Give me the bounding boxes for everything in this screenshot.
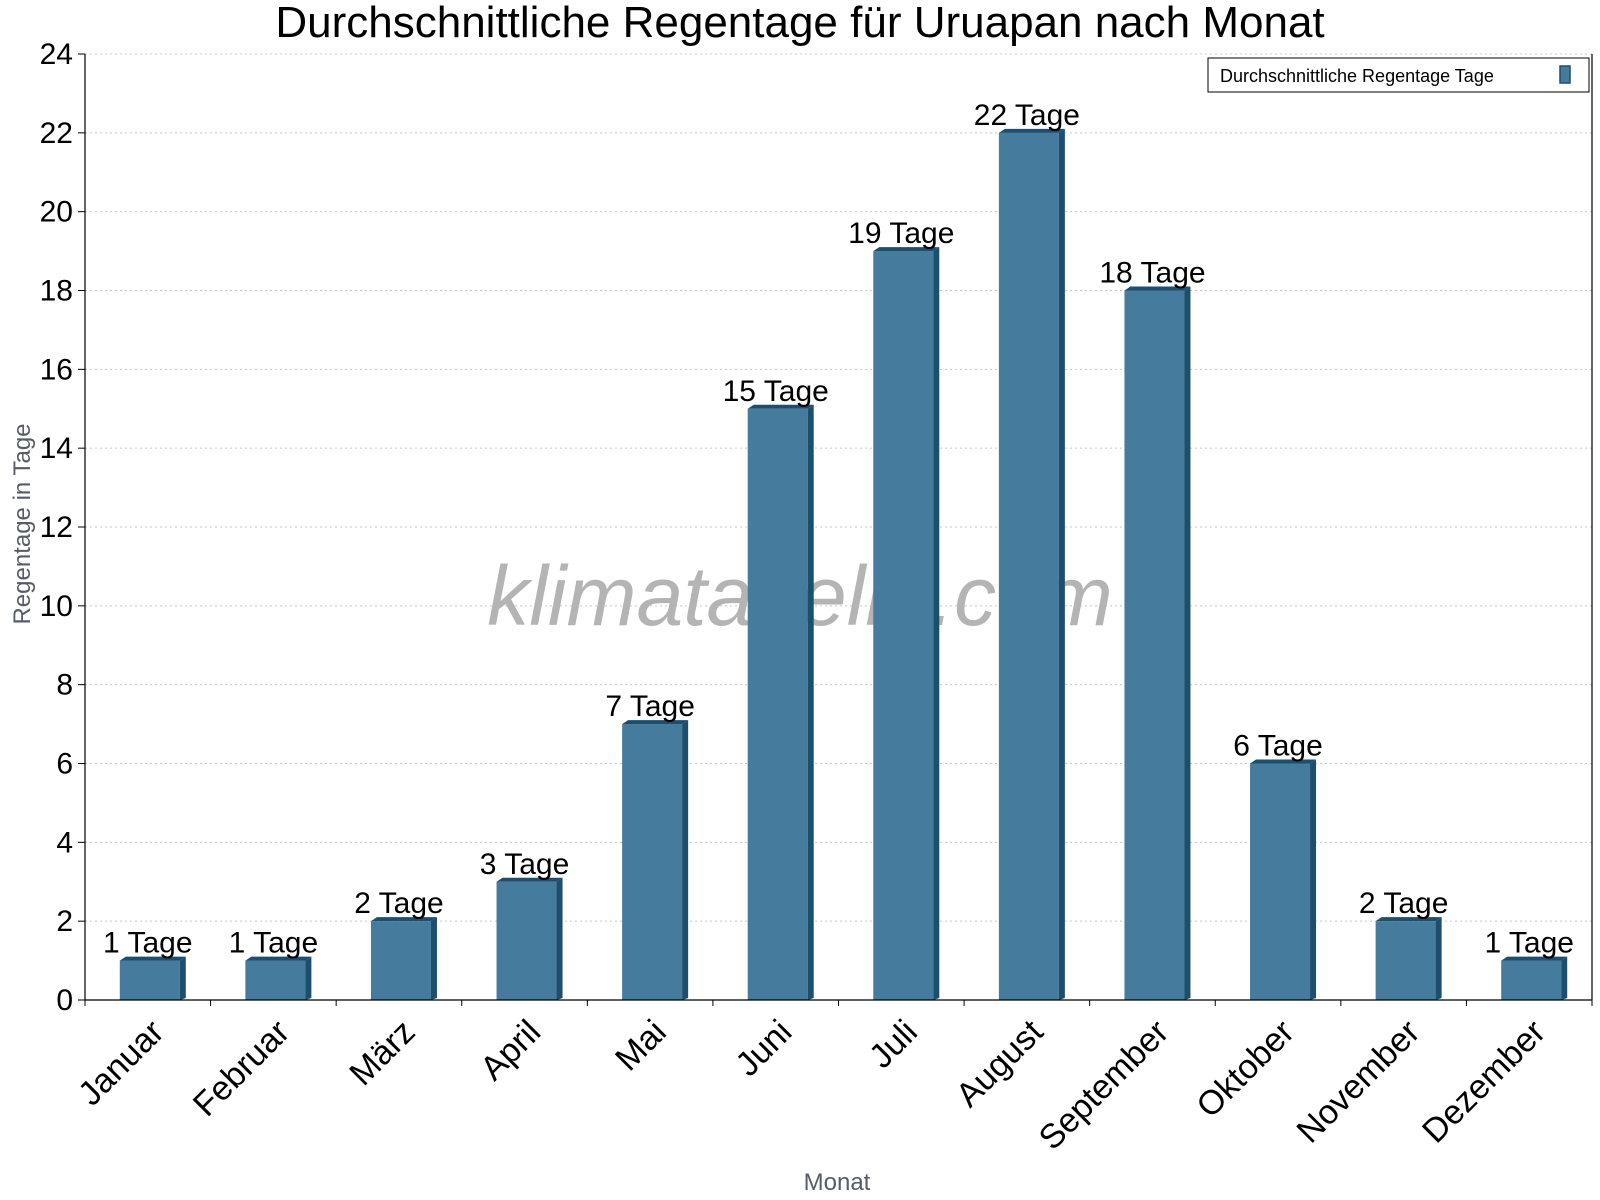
bar-front [998,132,1059,1001]
x-tick-label: Februar [186,1013,297,1124]
bar-front [496,881,557,1000]
x-tick-label: Dezember [1415,1013,1553,1151]
bar-märz [370,917,437,1000]
bar-juli [873,247,940,1001]
data-label: 1 Tage [229,927,319,960]
bar-top [1124,286,1191,291]
bar-side [305,956,312,1000]
x-ticks: Januar Februar März April Mai Juni Juli AugustS… [71,1000,1593,1157]
bar-front [245,960,306,1000]
bar-side [682,720,689,1000]
x-tick-label: Januar [71,1013,171,1113]
bar-side [933,247,940,1001]
y-tick-label: 4 [56,826,73,859]
bar-top [496,877,563,882]
bar-front [119,960,180,1000]
data-label: 6 Tage [1233,730,1323,763]
data-label: 2 Tage [1359,887,1449,920]
data-label: 18 Tage [1099,257,1205,290]
bar-top [1250,759,1317,764]
bar-side [556,877,563,1000]
y-tick-label: 10 [40,590,73,623]
bar-side [1435,917,1442,1000]
y-tick-label: 22 [40,117,73,150]
x-axis-label: Monat [804,1169,871,1196]
bar-top [747,404,814,409]
data-label: 1 Tage [103,927,193,960]
x-tick-label: Mai [608,1013,674,1079]
x-tick-label: September [1032,1013,1176,1157]
bar-top [873,247,940,252]
legend-box [1207,57,1590,93]
bar-mai [622,720,689,1000]
bar-side [430,917,437,1000]
y-tick-label: 14 [40,432,73,465]
x-tick-label: Oktober [1189,1013,1301,1125]
y-tick-label: 8 [56,669,73,702]
bar-front [873,251,934,1001]
bar-november [1375,917,1442,1000]
x-tick-label: August [949,1012,1051,1114]
bar-front [1375,921,1436,1000]
bar-februar [245,956,312,1000]
y-tick-label: 24 [40,38,73,71]
data-label: 2 Tage [354,887,444,920]
data-labels: 1 Tage 1 Tage 2 Tage 3 Tage 7 Tage 15 Tage 19 … [103,99,1574,960]
bar-front [370,921,431,1000]
bar-front [1250,763,1311,1000]
legend: Durchschnittliche Regentage Tage [1207,57,1590,93]
bar-top [622,720,689,725]
bar-august [998,128,1065,1001]
bar-side [1184,286,1191,1000]
bar-top [1501,956,1568,961]
bar-front [622,724,683,1000]
bar-front [747,408,808,1000]
bar-top [1375,917,1442,922]
bar-september [1124,286,1191,1000]
bar-top [119,956,186,961]
data-label: 15 Tage [723,375,829,408]
y-tick-label: 0 [56,984,73,1017]
legend-swatch [1559,65,1571,84]
y-tick-label: 20 [40,196,73,229]
bar-juni [747,404,814,1000]
y-tick-label: 12 [40,511,73,544]
data-label: 3 Tage [480,848,570,881]
y-tick-label: 6 [56,748,73,781]
data-label: 7 Tage [605,690,695,723]
bar-side [807,404,814,1000]
y-tick-label: 18 [40,275,73,308]
bars [119,128,1568,1001]
bar-front [1124,290,1185,1000]
bar-dezember [1501,956,1568,1000]
x-tick-label: Juni [728,1013,799,1084]
bar-side [179,956,186,1000]
bar-side [1561,956,1568,1000]
x-tick-label: Juli [862,1013,925,1076]
data-label: 19 Tage [848,217,954,250]
gridlines [85,53,1592,922]
bar-top [370,917,437,922]
y-tick-label: 16 [40,353,73,386]
bar-top [245,956,312,961]
legend-label: Durchschnittliche Regentage Tage [1220,66,1494,86]
y-tick-label: 2 [56,905,73,938]
x-tick-label: März [342,1013,422,1093]
bar-oktober [1250,759,1317,1000]
bar-januar [119,956,186,1000]
bar-front [1501,960,1562,1000]
data-label: 22 Tage [974,99,1080,132]
bar-april [496,877,563,1000]
chart-title: Durchschnittliche Regentage für Uruapan … [275,0,1324,47]
bar-side [1310,759,1317,1000]
bar-side [1058,128,1065,1001]
x-tick-label: April [473,1013,548,1088]
bar-top [998,128,1065,133]
x-tick-label: November [1290,1013,1428,1151]
y-axis-label: Regentage in Tage [9,423,36,624]
data-label: 1 Tage [1484,927,1574,960]
